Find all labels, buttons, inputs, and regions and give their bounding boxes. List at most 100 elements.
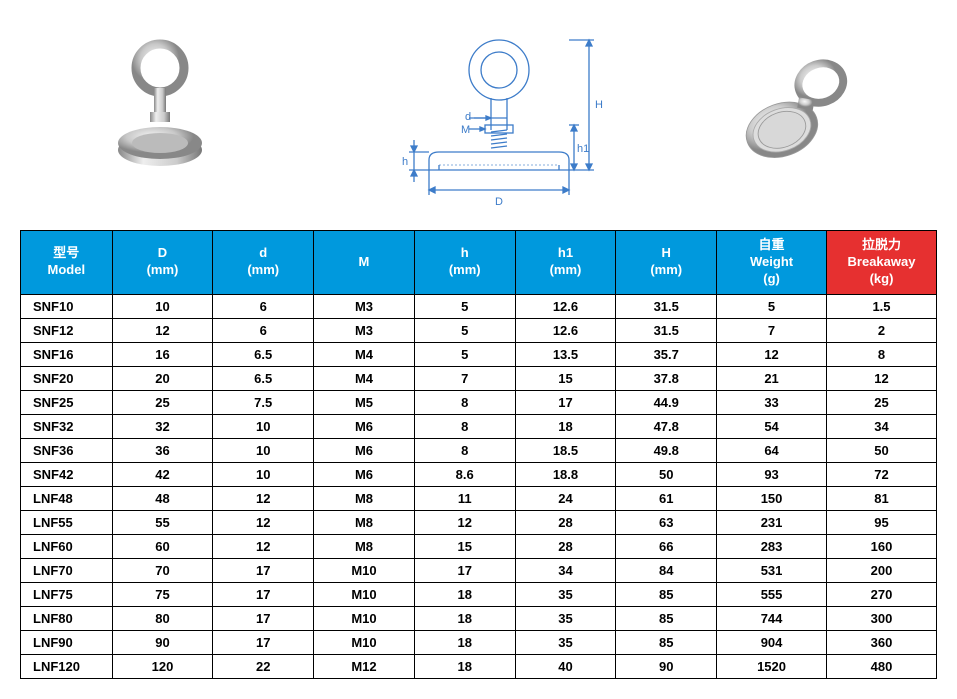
- table-cell: 90: [112, 630, 213, 654]
- diagram-label-h1: h1: [577, 143, 589, 155]
- table-body: SNF10106M3512.631.551.5SNF12126M3512.631…: [21, 294, 937, 678]
- table-cell: 270: [827, 582, 937, 606]
- table-cell: 12: [414, 510, 515, 534]
- table-cell: 10: [213, 414, 314, 438]
- table-cell: 1.5: [827, 294, 937, 318]
- table-cell: 72: [827, 462, 937, 486]
- table-cell: 18: [414, 630, 515, 654]
- table-cell: 8: [414, 438, 515, 462]
- table-cell: 70: [112, 558, 213, 582]
- table-cell: 10: [112, 294, 213, 318]
- table-cell: M8: [314, 510, 415, 534]
- table-cell: 480: [827, 654, 937, 678]
- table-cell: 10: [213, 462, 314, 486]
- table-cell: 55: [112, 510, 213, 534]
- table-cell: 8: [414, 390, 515, 414]
- table-cell: SNF20: [21, 366, 113, 390]
- diagram-label-d: d: [465, 111, 471, 123]
- table-cell: 120: [112, 654, 213, 678]
- table-cell: LNF90: [21, 630, 113, 654]
- table-cell: LNF48: [21, 486, 113, 510]
- table-cell: M10: [314, 582, 415, 606]
- table-cell: 28: [515, 534, 616, 558]
- table-cell: 6.5: [213, 342, 314, 366]
- table-cell: 6: [213, 318, 314, 342]
- table-row: SNF16166.5M4513.535.7128: [21, 342, 937, 366]
- table-cell: M10: [314, 606, 415, 630]
- table-cell: 18: [414, 582, 515, 606]
- table-cell: 25: [112, 390, 213, 414]
- table-cell: 24: [515, 486, 616, 510]
- table-cell: 17: [414, 558, 515, 582]
- table-cell: 49.8: [616, 438, 717, 462]
- table-cell: 17: [213, 630, 314, 654]
- table-cell: 37.8: [616, 366, 717, 390]
- table-row: SNF363610M6818.549.86450: [21, 438, 937, 462]
- table-cell: 11: [414, 486, 515, 510]
- product-photo-left: [90, 30, 230, 190]
- table-cell: 200: [827, 558, 937, 582]
- table-cell: 40: [515, 654, 616, 678]
- table-cell: 744: [717, 606, 827, 630]
- table-cell: 42: [112, 462, 213, 486]
- table-row: LNF606012M8152866283160: [21, 534, 937, 558]
- diagram-label-M: M: [461, 124, 470, 136]
- diagram-label-H: H: [595, 99, 603, 111]
- table-cell: 50: [616, 462, 717, 486]
- table-cell: M6: [314, 414, 415, 438]
- table-cell: 5: [414, 294, 515, 318]
- table-cell: 555: [717, 582, 827, 606]
- table-cell: 47.8: [616, 414, 717, 438]
- table-cell: M8: [314, 486, 415, 510]
- table-cell: 300: [827, 606, 937, 630]
- table-cell: 8.6: [414, 462, 515, 486]
- table-cell: 7: [717, 318, 827, 342]
- table-row: LNF484812M811246115081: [21, 486, 937, 510]
- table-cell: 12.6: [515, 294, 616, 318]
- table-cell: 2: [827, 318, 937, 342]
- table-cell: 61: [616, 486, 717, 510]
- table-cell: M4: [314, 366, 415, 390]
- table-row: SNF25257.5M581744.93325: [21, 390, 937, 414]
- table-cell: M10: [314, 558, 415, 582]
- table-cell: 22: [213, 654, 314, 678]
- table-cell: 44.9: [616, 390, 717, 414]
- table-cell: 95: [827, 510, 937, 534]
- column-header: D(mm): [112, 231, 213, 295]
- table-cell: 15: [414, 534, 515, 558]
- diagram-label-h: h: [402, 156, 408, 168]
- table-cell: 12: [213, 510, 314, 534]
- table-cell: SNF10: [21, 294, 113, 318]
- table-cell: LNF75: [21, 582, 113, 606]
- table-cell: 54: [717, 414, 827, 438]
- column-header: 型号Model: [21, 231, 113, 295]
- table-cell: 16: [112, 342, 213, 366]
- table-cell: 8: [414, 414, 515, 438]
- table-cell: LNF80: [21, 606, 113, 630]
- diagram-label-D: D: [495, 196, 503, 208]
- table-cell: 18: [515, 414, 616, 438]
- table-cell: 360: [827, 630, 937, 654]
- table-cell: M3: [314, 318, 415, 342]
- table-cell: 35: [515, 582, 616, 606]
- table-cell: 63: [616, 510, 717, 534]
- table-cell: 85: [616, 582, 717, 606]
- table-row: LNF757517M10183585555270: [21, 582, 937, 606]
- table-cell: 60: [112, 534, 213, 558]
- product-photo-right: [728, 30, 868, 190]
- table-cell: 93: [717, 462, 827, 486]
- table-cell: 75: [112, 582, 213, 606]
- table-row: LNF555512M812286323195: [21, 510, 937, 534]
- table-cell: 13.5: [515, 342, 616, 366]
- table-cell: M5: [314, 390, 415, 414]
- table-cell: 7: [414, 366, 515, 390]
- table-cell: M10: [314, 630, 415, 654]
- column-header: 自重Weight(g): [717, 231, 827, 295]
- table-cell: 12: [717, 342, 827, 366]
- table-cell: M3: [314, 294, 415, 318]
- table-cell: LNF55: [21, 510, 113, 534]
- table-cell: M4: [314, 342, 415, 366]
- table-cell: M12: [314, 654, 415, 678]
- table-cell: 81: [827, 486, 937, 510]
- table-cell: 50: [827, 438, 937, 462]
